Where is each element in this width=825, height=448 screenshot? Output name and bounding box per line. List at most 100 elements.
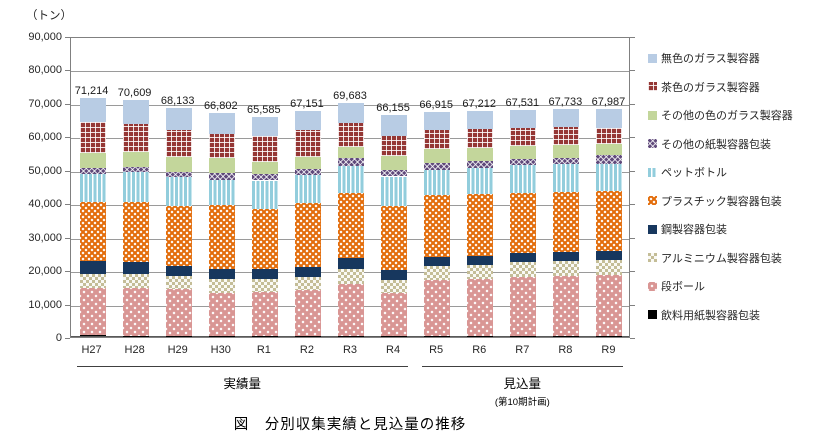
legend-label: 飲料用紙製容器包装 bbox=[661, 309, 760, 322]
bar-R8 bbox=[553, 37, 580, 336]
bar-segment bbox=[208, 269, 235, 280]
x-axis-label: R1 bbox=[256, 344, 271, 356]
bar-segment bbox=[208, 172, 235, 181]
y-axis-tick bbox=[630, 70, 635, 72]
bar-segment bbox=[596, 191, 623, 252]
bar-segment bbox=[79, 174, 106, 202]
bar-segment bbox=[553, 275, 580, 336]
bar-segment bbox=[381, 170, 408, 177]
bar-segment bbox=[165, 205, 192, 266]
bar-segment bbox=[381, 269, 408, 280]
bar-segment bbox=[510, 276, 537, 336]
bar-segment bbox=[381, 279, 408, 294]
figure-caption: 図 分別収集実績と見込量の推移 bbox=[233, 417, 467, 433]
bar-segment bbox=[79, 153, 106, 169]
x-axis-label: R2 bbox=[299, 344, 314, 356]
axis-group-line bbox=[77, 366, 408, 367]
x-axis-line bbox=[71, 336, 629, 337]
bar-segment bbox=[424, 265, 451, 281]
bar-segment bbox=[122, 262, 149, 275]
y-axis-label: 30,000 bbox=[28, 231, 62, 244]
bar-segment bbox=[122, 274, 149, 288]
bar-segment bbox=[79, 97, 106, 123]
legend-label: その他の紙製容器包装 bbox=[661, 138, 771, 151]
bar-segment bbox=[553, 261, 580, 276]
bar-segment bbox=[338, 146, 364, 159]
x-axis-label: H27 bbox=[81, 344, 102, 356]
y-axis-tick bbox=[65, 37, 70, 38]
bar-segment bbox=[165, 177, 192, 206]
bar-total-label: 71,214 bbox=[74, 84, 109, 97]
bar-R9 bbox=[596, 37, 623, 336]
axis-group-line bbox=[421, 366, 623, 367]
bar-segment bbox=[338, 158, 364, 166]
bar-segment bbox=[596, 164, 623, 192]
bar-segment bbox=[294, 111, 321, 131]
bar-total-label: 70,609 bbox=[117, 86, 152, 99]
bar-segment bbox=[122, 287, 149, 336]
bar-segment bbox=[596, 127, 623, 145]
legend-item: 無色のガラス製容器 bbox=[648, 44, 793, 73]
bar-total-label: 67,151 bbox=[290, 98, 324, 111]
bar-segment bbox=[553, 109, 580, 127]
x-axis-label: R4 bbox=[386, 344, 401, 356]
legend-item: その他の紙製容器包装 bbox=[648, 130, 793, 159]
x-axis-label: R7 bbox=[515, 344, 530, 356]
y-axis-label: 40,000 bbox=[28, 198, 62, 211]
gridline bbox=[71, 71, 629, 73]
legend-swatch-icon bbox=[648, 167, 657, 177]
bar-total-label: 69,683 bbox=[333, 89, 367, 102]
bar-segment bbox=[338, 165, 364, 193]
x-axis-label: H28 bbox=[124, 344, 145, 356]
bar-segment bbox=[553, 252, 580, 262]
y-axis-label: 60,000 bbox=[28, 131, 62, 144]
bar-segment bbox=[338, 123, 364, 147]
bar-segment bbox=[424, 170, 451, 195]
bar-segment bbox=[467, 264, 494, 280]
legend-item: ペットボトル bbox=[648, 158, 793, 187]
axis-group-label: 実績量 bbox=[223, 377, 262, 391]
bar-segment bbox=[251, 180, 278, 209]
bar-segment bbox=[165, 157, 192, 172]
y-axis-unit-label: （トン） bbox=[26, 10, 72, 22]
y-axis-tick bbox=[630, 338, 635, 339]
y-axis-tick bbox=[65, 271, 70, 273]
bar-segment bbox=[596, 274, 623, 336]
y-axis-label: 90,000 bbox=[28, 31, 62, 43]
bar-segment bbox=[165, 108, 192, 130]
bar-R6 bbox=[467, 37, 494, 336]
y-axis-tick bbox=[630, 170, 635, 172]
y-axis-tick bbox=[65, 304, 70, 306]
bar-segment bbox=[122, 172, 149, 203]
bar-segment bbox=[251, 162, 278, 175]
bar-segment bbox=[251, 269, 278, 280]
bar-total-label: 66,915 bbox=[419, 99, 453, 112]
bar-segment bbox=[596, 144, 623, 156]
bar-segment bbox=[510, 127, 537, 147]
bar-R4 bbox=[381, 37, 408, 336]
legend-swatch-icon bbox=[648, 110, 657, 120]
bar-segment bbox=[424, 280, 451, 336]
bar-H27 bbox=[79, 37, 106, 336]
bar-segment bbox=[381, 155, 408, 171]
bar-segment bbox=[424, 129, 451, 150]
bar-segment bbox=[338, 102, 364, 124]
y-axis-label: 20,000 bbox=[28, 265, 62, 278]
bar-segment bbox=[467, 279, 494, 336]
bar-segment bbox=[553, 164, 580, 192]
bar-segment bbox=[251, 291, 278, 336]
legend-swatch-icon bbox=[648, 82, 657, 92]
bar-R5 bbox=[424, 37, 451, 336]
axis-group-label: 見込量 bbox=[503, 377, 542, 391]
bar-R1 bbox=[251, 37, 278, 336]
bar-segment bbox=[381, 206, 408, 270]
bar-total-label: 67,212 bbox=[462, 98, 497, 111]
y-axis-label: 50,000 bbox=[28, 164, 62, 177]
bar-segment bbox=[294, 267, 321, 278]
x-axis-label: R8 bbox=[558, 344, 573, 356]
legend-label: 段ボール bbox=[661, 281, 705, 294]
y-axis-tick bbox=[65, 170, 70, 172]
bar-H28 bbox=[122, 37, 149, 336]
bar-segment bbox=[79, 274, 106, 288]
bar-segment bbox=[208, 134, 235, 159]
